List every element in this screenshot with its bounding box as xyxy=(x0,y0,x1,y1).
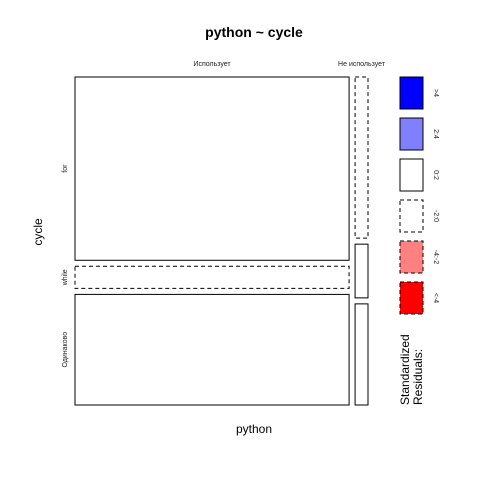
legend-title: Standardized xyxy=(398,334,412,405)
x-axis-label: python xyxy=(236,422,272,436)
legend-label: -2:0 xyxy=(432,210,439,222)
mosaic-cell xyxy=(354,303,369,406)
mosaic-cell xyxy=(74,76,350,261)
legend-label: 0:2 xyxy=(432,170,439,180)
legend-label: <-4 xyxy=(432,293,439,303)
y-axis-label: cycle xyxy=(31,218,45,246)
row-label: for xyxy=(62,164,69,173)
legend-swatch xyxy=(399,117,424,151)
legend-swatch xyxy=(399,281,424,315)
legend-label: 2:4 xyxy=(432,129,439,139)
row-labels: for while Одинаково xyxy=(62,164,69,368)
mosaic-cells xyxy=(74,76,369,406)
row-label: while xyxy=(62,269,69,286)
column-label: Не использует xyxy=(338,61,386,68)
row-label: Одинаково xyxy=(62,332,69,368)
legend-title: Residuals: xyxy=(411,349,425,405)
chart-title: python ~ cycle xyxy=(205,24,303,40)
legend-swatch xyxy=(399,199,424,233)
legend-label: -4:-2 xyxy=(432,250,439,265)
mosaic-cell xyxy=(74,293,350,406)
mosaic-cell xyxy=(74,265,350,289)
legend-label: >4 xyxy=(432,89,439,97)
column-labels: Использует Не использует xyxy=(193,61,385,68)
legend-swatch xyxy=(399,76,424,110)
residuals-legend: >4 2:4 0:2 -2:0 -4:-2 <-4 Standardized Residual… xyxy=(398,76,439,405)
mosaic-cell xyxy=(354,76,369,239)
legend-swatch xyxy=(399,240,424,274)
column-label: Использует xyxy=(193,61,231,68)
legend-swatch xyxy=(399,158,424,192)
mosaic-cell xyxy=(354,243,369,299)
